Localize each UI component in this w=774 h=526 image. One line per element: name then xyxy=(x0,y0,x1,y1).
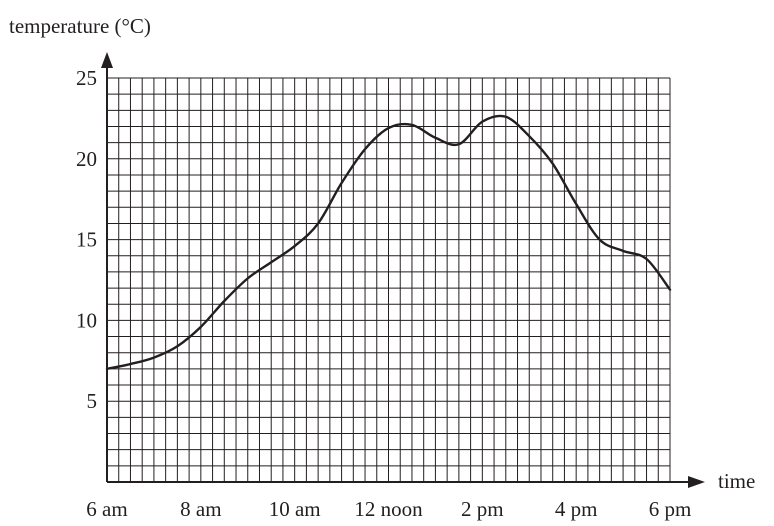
x-axis-arrow xyxy=(688,476,705,488)
y-tick-label: 5 xyxy=(87,389,98,413)
y-tick-label: 15 xyxy=(76,228,97,252)
y-axis-arrow xyxy=(101,52,113,68)
y-tick-label: 25 xyxy=(76,66,97,90)
grid xyxy=(106,77,671,483)
x-tick-label: 12 noon xyxy=(354,497,423,521)
x-axis-title: time xyxy=(718,469,755,493)
tick-labels: 5 10 15 20 25 6 am 8 am 10 am 12 noon 2 pm 4 pm 6 p… xyxy=(76,66,691,521)
x-tick-label: 6 am xyxy=(86,497,127,521)
x-tick-label: 8 am xyxy=(180,497,221,521)
axes xyxy=(101,52,705,488)
series-line xyxy=(105,114,672,371)
y-tick-label: 20 xyxy=(76,147,97,171)
y-axis-title: temperature (°C) xyxy=(9,14,151,38)
x-tick-label: 2 pm xyxy=(461,497,504,521)
x-tick-label: 4 pm xyxy=(555,497,598,521)
y-tick-label: 10 xyxy=(76,308,97,332)
x-tick-label: 6 pm xyxy=(649,497,692,521)
x-tick-label: 10 am xyxy=(269,497,321,521)
